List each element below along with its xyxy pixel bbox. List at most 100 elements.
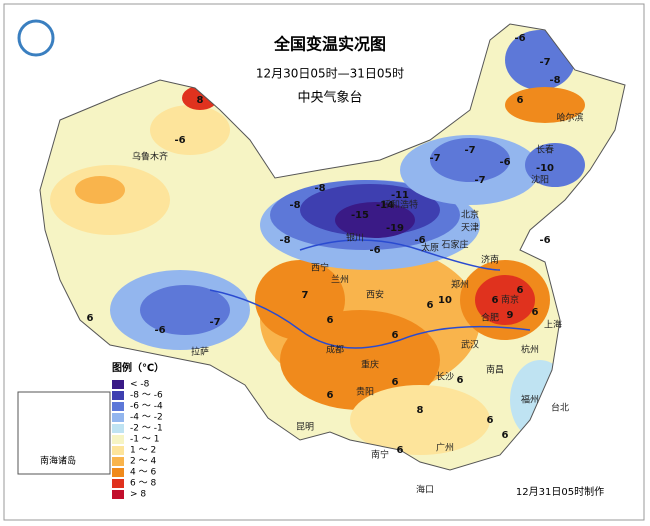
- temperature-label: -14: [376, 200, 394, 211]
- legend-label: < -8: [130, 380, 150, 390]
- legend-title: 图例（℃）: [112, 361, 164, 374]
- city-label: 济南: [481, 254, 499, 266]
- temperature-label: 6: [392, 377, 399, 388]
- legend-label: 2 ～ 4: [130, 457, 156, 467]
- legend-label: -8 ～ -6: [130, 391, 163, 401]
- city-label: 南昌: [486, 364, 504, 376]
- temperature-label: 6: [327, 390, 334, 401]
- legend-swatch: [112, 479, 124, 488]
- legend-swatch: [112, 413, 124, 422]
- temperature-label: -6: [539, 235, 550, 246]
- footer: 12月31日05时制作: [516, 485, 604, 498]
- city-label: 合肥: [481, 312, 499, 324]
- temperature-label: 6: [517, 95, 524, 106]
- city-label: 郑州: [451, 279, 469, 291]
- city-label: 武汉: [461, 339, 479, 351]
- legend-label: 1 ～ 2: [130, 446, 156, 456]
- temperature-label: -8: [314, 183, 325, 194]
- temperature-label: 6: [392, 330, 399, 341]
- temperature-label: -19: [386, 223, 404, 234]
- temperature-label: -6: [499, 157, 510, 168]
- city-label: 杭州: [521, 344, 539, 356]
- city-label: 哈尔滨: [556, 112, 583, 124]
- temperature-label: 6: [487, 415, 494, 426]
- city-label: 沈阳: [531, 174, 549, 186]
- temperature-label: 6: [517, 285, 524, 296]
- temperature-label: -15: [351, 210, 369, 221]
- legend-label: -6 ～ -4: [130, 402, 163, 412]
- labels: < -8-8 ～ -6-6 ～ -4-4 ～ -2-2 ～ -1-1 ～ 11 …: [87, 33, 584, 500]
- city-label: 呼和浩特: [382, 199, 418, 211]
- city-label: 南京: [501, 294, 519, 306]
- city-label: 西宁: [311, 262, 329, 274]
- temperature-label: 6: [492, 295, 499, 306]
- temperature-label: -6: [514, 33, 525, 44]
- legend-swatch: [112, 402, 124, 411]
- city-label: 西安: [366, 289, 384, 301]
- temperature-label: -6: [369, 245, 380, 256]
- temperature-label: 6: [327, 315, 334, 326]
- legend-swatch: [112, 435, 124, 444]
- city-label: 银川: [346, 232, 364, 244]
- temperature-label: 8: [417, 405, 424, 416]
- city-label: 石家庄: [441, 239, 468, 251]
- temperature-label: 9: [507, 310, 514, 321]
- temperature-label: 6: [502, 430, 509, 441]
- temperature-label: -6: [154, 325, 165, 336]
- temperature-label: -7: [429, 153, 440, 164]
- city-label: 昆明: [296, 422, 314, 433]
- city-label: 成都: [326, 344, 344, 356]
- legend-label: -2 ～ -1: [130, 424, 163, 434]
- temperature-label: 10: [438, 295, 452, 306]
- city-label: 上海: [544, 319, 562, 331]
- city-label: 福州: [521, 394, 539, 406]
- city-label: 乌鲁木齐: [132, 151, 168, 163]
- city-label: 贵阳: [356, 386, 374, 398]
- legend-swatch: [112, 446, 124, 455]
- temperature-label: 6: [532, 307, 539, 318]
- city-label: 海口: [416, 484, 434, 496]
- temperature-label: 6: [427, 300, 434, 311]
- temperature-label: -8: [279, 235, 290, 246]
- legend-swatch: [112, 468, 124, 477]
- temperature-label: -7: [209, 317, 220, 328]
- temperature-label: 6: [457, 375, 464, 386]
- city-label: 台北: [551, 402, 569, 414]
- temperature-label: 7: [302, 290, 309, 301]
- legend-label: > 8: [130, 490, 146, 500]
- city-label: 太原: [421, 242, 439, 254]
- temperature-label: -8: [549, 75, 560, 86]
- city-label: 南宁: [371, 449, 389, 461]
- temperature-label: -7: [464, 145, 475, 156]
- river: [299, 239, 501, 271]
- temperature-label: -6: [174, 135, 185, 146]
- temperature-label: -7: [539, 57, 550, 68]
- temperature-label: -11: [391, 190, 409, 201]
- city-label: 长沙: [436, 371, 454, 383]
- legend-swatch: [112, 424, 124, 433]
- legend-swatch: [112, 457, 124, 466]
- city-label: 拉萨: [191, 346, 209, 358]
- city-label: 北京: [461, 209, 479, 221]
- temperature-label: -7: [474, 175, 485, 186]
- city-label: 广州: [436, 442, 454, 454]
- subtitle: 12月30日05时—31日05时: [256, 67, 404, 81]
- inset-frame: [17, 391, 111, 475]
- temperature-label: -10: [536, 163, 554, 174]
- river: [209, 289, 531, 349]
- temperature-label: -6: [414, 235, 425, 246]
- legend-swatch: [112, 490, 124, 499]
- legend-label: 4 ～ 6: [130, 468, 156, 478]
- temperature-label: -8: [289, 200, 300, 211]
- city-label: 天津: [461, 223, 479, 234]
- legend-label: -4 ～ -2: [130, 413, 163, 423]
- temperature-label: 6: [397, 445, 404, 456]
- city-label: 重庆: [361, 359, 379, 371]
- temperature-label: 6: [87, 313, 94, 324]
- logo: [17, 19, 55, 57]
- inset-label: 南海诸岛: [40, 455, 76, 467]
- title: 全国变温实况图: [273, 35, 386, 54]
- agency: 中央气象台: [297, 90, 362, 106]
- legend-swatch: [112, 391, 124, 400]
